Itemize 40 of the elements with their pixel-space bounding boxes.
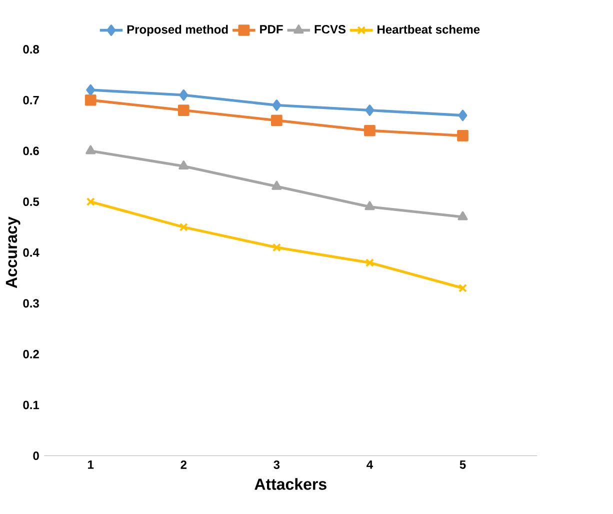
point xyxy=(458,110,468,121)
point xyxy=(272,242,281,252)
legend-label: PDF xyxy=(260,24,283,34)
point xyxy=(178,104,190,116)
point xyxy=(458,284,468,292)
x-tick-label: 2 xyxy=(180,460,186,469)
point xyxy=(178,160,189,170)
y-tick-label: 0.7 xyxy=(23,96,39,104)
point xyxy=(457,130,468,142)
point xyxy=(364,124,376,136)
x-tick-label: 1 xyxy=(88,460,94,469)
point xyxy=(86,84,96,96)
y-axis-title: Accuracy xyxy=(6,216,20,288)
y-tick-label: 0.1 xyxy=(23,400,40,410)
y-tick-label: 0.6 xyxy=(23,146,39,155)
legend-label: Proposed method xyxy=(127,24,228,36)
x-axis-title: Attackers xyxy=(254,478,326,490)
x-tick-label: 5 xyxy=(460,460,466,469)
y-tick-label: 0.8 xyxy=(23,44,40,54)
legend-label: FCVS xyxy=(314,24,346,34)
point xyxy=(84,94,96,106)
point xyxy=(364,200,375,210)
point xyxy=(86,145,96,154)
y-tick-label: 0.2 xyxy=(23,350,39,358)
point xyxy=(86,197,95,206)
y-tick-label: 0.3 xyxy=(23,298,39,308)
x-tick-label: 4 xyxy=(366,460,373,469)
y-tick-label: 0 xyxy=(33,451,39,460)
point xyxy=(272,99,282,111)
point xyxy=(458,211,468,220)
point xyxy=(365,104,374,116)
legend-label: Heartbeat scheme xyxy=(378,24,480,34)
y-tick-label: 0.5 xyxy=(23,197,40,206)
y-tick-label: 0.4 xyxy=(23,248,40,257)
point xyxy=(365,258,374,267)
point xyxy=(272,180,282,190)
x-tick-label: 3 xyxy=(274,460,280,469)
point xyxy=(179,222,188,232)
point xyxy=(271,114,282,126)
point xyxy=(179,89,188,101)
